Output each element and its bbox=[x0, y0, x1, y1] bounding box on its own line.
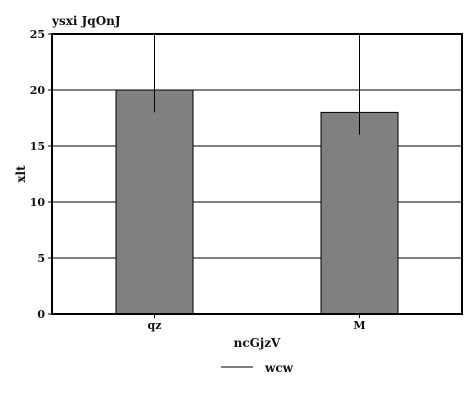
legend: wcw bbox=[221, 361, 294, 375]
gridlines bbox=[52, 33, 462, 259]
axis-ticks: 0 5 10 15 20 25 qz M bbox=[30, 28, 366, 332]
y-axis-title: xlt bbox=[14, 165, 28, 183]
x-tick-label: qz bbox=[148, 319, 162, 332]
y-tick-label: 20 bbox=[30, 84, 46, 97]
legend-label: wcw bbox=[264, 361, 294, 375]
x-axis-title: ncGjzV bbox=[234, 336, 281, 350]
x-tick-label: M bbox=[353, 319, 365, 332]
bar-qz bbox=[115, 89, 194, 315]
y-tick-label: 10 bbox=[30, 196, 46, 209]
y-tick-label: 5 bbox=[37, 252, 45, 265]
error-bars bbox=[154, 34, 360, 135]
y-tick-label: 25 bbox=[30, 28, 45, 41]
bars bbox=[115, 89, 399, 315]
plot-frame bbox=[51, 33, 463, 315]
y-tick-label: 0 bbox=[37, 308, 45, 321]
chart-title: ysxi JqOnJ bbox=[51, 14, 121, 28]
y-tick-label: 15 bbox=[30, 140, 45, 153]
bar-M bbox=[320, 111, 399, 315]
